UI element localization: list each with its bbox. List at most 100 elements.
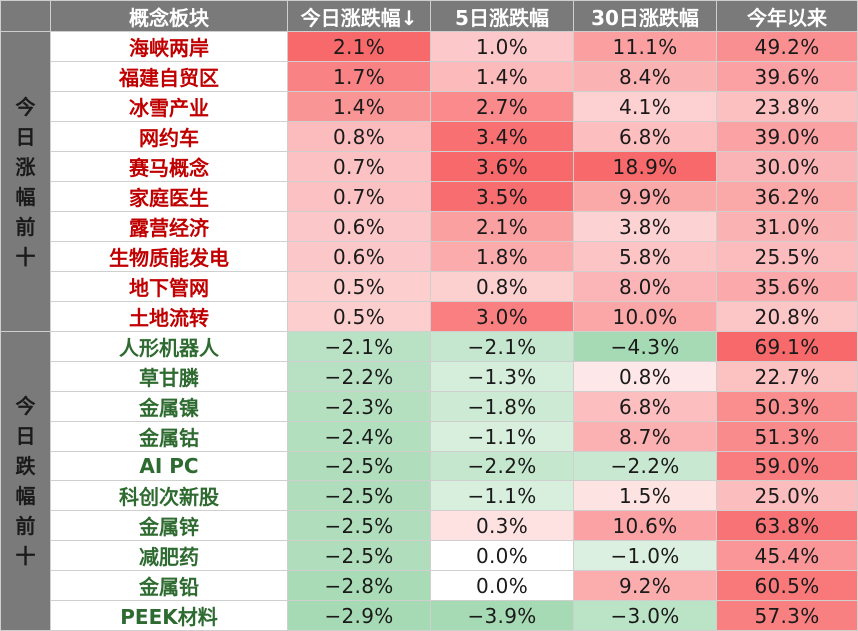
sector-name-cell[interactable]: 土地流转 <box>50 301 288 332</box>
30d-change-cell: 8.4% <box>573 61 717 92</box>
today-change-cell: 0.8% <box>287 121 431 152</box>
5d-change-cell: 3.0% <box>430 301 574 332</box>
today-change-cell: 2.1% <box>287 31 431 62</box>
today-change-cell: 0.6% <box>287 241 431 272</box>
today-change-cell: −2.9% <box>287 600 431 631</box>
30d-change-cell: 0.8% <box>573 361 717 392</box>
today-change-cell: 0.5% <box>287 301 431 332</box>
table-row[interactable]: 金属锌 −2.5% 0.3% 10.6% 63.8% <box>1 510 858 541</box>
table-row[interactable]: 地下管网 0.5% 0.8% 8.0% 35.6% <box>1 271 858 302</box>
table-row[interactable]: 今日跌幅前十 人形机器人 −2.1% −2.1% −4.3% 69.1% <box>0 331 858 631</box>
30d-change-cell: 3.8% <box>573 211 717 242</box>
sector-name-cell[interactable]: 金属镍 <box>50 391 288 422</box>
today-change-cell: −2.8% <box>287 570 431 601</box>
sector-name-cell[interactable]: 人形机器人 <box>50 331 288 362</box>
30d-change-cell: −4.3% <box>573 331 717 362</box>
sector-name-cell[interactable]: 减肥药 <box>50 540 288 571</box>
5d-change-cell: 1.4% <box>430 61 574 92</box>
5d-change-cell: 0.0% <box>430 540 574 571</box>
table-row[interactable]: 家庭医生 0.7% 3.5% 9.9% 36.2% <box>1 181 858 212</box>
sector-name-cell[interactable]: 冰雪产业 <box>50 91 288 122</box>
sector-name-cell[interactable]: 草甘膦 <box>50 361 288 392</box>
table-row[interactable]: 福建自贸区 1.7% 1.4% 8.4% 39.6% <box>1 61 858 92</box>
ytd-change-cell: 63.8% <box>716 510 858 541</box>
5d-change-cell: 0.0% <box>430 570 574 601</box>
table-row[interactable]: 露营经济 0.6% 2.1% 3.8% 31.0% <box>1 211 858 242</box>
today-change-cell: −2.4% <box>287 421 431 452</box>
5d-change-cell: −1.8% <box>430 391 574 422</box>
today-change-cell: −2.5% <box>287 540 431 571</box>
header-sector[interactable]: 概念板块 <box>50 0 288 32</box>
header-today-change[interactable]: 今日涨跌幅↓ <box>287 0 431 32</box>
5d-change-cell: −2.2% <box>430 451 574 481</box>
5d-change-cell: 3.4% <box>430 121 574 152</box>
table-row[interactable]: 冰雪产业 1.4% 2.7% 4.1% 23.8% <box>1 91 858 122</box>
ytd-change-cell: 25.0% <box>716 480 858 511</box>
table-row[interactable]: 赛马概念 0.7% 3.6% 18.9% 30.0% <box>1 151 858 182</box>
header-row: 概念板块 今日涨跌幅↓ 5日涨跌幅 30日涨跌幅 今年以来 <box>0 0 858 32</box>
30d-change-cell: 6.8% <box>573 121 717 152</box>
today-change-cell: −2.3% <box>287 391 431 422</box>
sector-name-cell[interactable]: 金属铅 <box>50 570 288 601</box>
header-30d-change[interactable]: 30日涨跌幅 <box>573 0 717 32</box>
table-row[interactable]: 金属镍 −2.3% −1.8% 6.8% 50.3% <box>1 391 858 422</box>
5d-change-cell: −3.9% <box>430 600 574 631</box>
table-row[interactable]: 金属钴 −2.4% −1.1% 8.7% 51.3% <box>1 421 858 452</box>
header-ytd-change[interactable]: 今年以来 <box>716 0 858 32</box>
today-change-cell: 0.5% <box>287 271 431 302</box>
ytd-change-cell: 39.0% <box>716 121 858 152</box>
30d-change-cell: 9.9% <box>573 181 717 212</box>
table-row[interactable]: 今日涨幅前十 海峡两岸 2.1% 1.0% 11.1% 49.2% <box>0 31 858 332</box>
sector-name-cell[interactable]: AI PC <box>50 451 288 481</box>
table-row[interactable]: PEEK材料 −2.9% −3.9% −3.0% 57.3% <box>1 600 858 631</box>
today-change-cell: 0.7% <box>287 181 431 212</box>
sector-name-cell[interactable]: 家庭医生 <box>50 181 288 212</box>
30d-change-cell: 11.1% <box>573 31 717 62</box>
sector-name-cell[interactable]: 福建自贸区 <box>50 61 288 92</box>
sector-name-cell[interactable]: 金属锌 <box>50 510 288 541</box>
sector-name-cell[interactable]: 网约车 <box>50 121 288 152</box>
ytd-change-cell: 50.3% <box>716 391 858 422</box>
table-row[interactable]: 生物质能发电 0.6% 1.8% 5.8% 25.5% <box>1 241 858 272</box>
ytd-change-cell: 31.0% <box>716 211 858 242</box>
sector-name-cell[interactable]: 金属钴 <box>50 421 288 452</box>
sector-name-cell[interactable]: 露营经济 <box>50 211 288 242</box>
sector-name-cell[interactable]: 科创次新股 <box>50 480 288 511</box>
header-5d-change[interactable]: 5日涨跌幅 <box>430 0 574 32</box>
table-row[interactable]: 草甘膦 −2.2% −1.3% 0.8% 22.7% <box>1 361 858 392</box>
table-row[interactable]: 金属铅 −2.8% 0.0% 9.2% 60.5% <box>1 570 858 601</box>
30d-change-cell: 5.8% <box>573 241 717 272</box>
ytd-change-cell: 23.8% <box>716 91 858 122</box>
table-row[interactable]: 网约车 0.8% 3.4% 6.8% 39.0% <box>1 121 858 152</box>
today-change-cell: −2.5% <box>287 480 431 511</box>
30d-change-cell: 6.8% <box>573 391 717 422</box>
today-change-cell: −2.5% <box>287 451 431 481</box>
30d-change-cell: −2.2% <box>573 451 717 481</box>
today-change-cell: −2.2% <box>287 361 431 392</box>
today-change-cell: 0.6% <box>287 211 431 242</box>
group-label-text: 今日跌幅前十 <box>15 394 36 568</box>
5d-change-cell: 3.5% <box>430 181 574 212</box>
table-row[interactable]: 减肥药 −2.5% 0.0% −1.0% 45.4% <box>1 540 858 571</box>
today-change-cell: 1.4% <box>287 91 431 122</box>
5d-change-cell: 3.6% <box>430 151 574 182</box>
30d-change-cell: 8.7% <box>573 421 717 452</box>
ytd-change-cell: 35.6% <box>716 271 858 302</box>
sector-name-cell[interactable]: 地下管网 <box>50 271 288 302</box>
table-row[interactable]: AI PC −2.5% −2.2% −2.2% 59.0% <box>1 451 858 481</box>
5d-change-cell: 1.0% <box>430 31 574 62</box>
ytd-change-cell: 30.0% <box>716 151 858 182</box>
sector-name-cell[interactable]: 赛马概念 <box>50 151 288 182</box>
sector-name-cell[interactable]: 生物质能发电 <box>50 241 288 272</box>
30d-change-cell: −1.0% <box>573 540 717 571</box>
5d-change-cell: 0.3% <box>430 510 574 541</box>
table-row[interactable]: 科创次新股 −2.5% −1.1% 1.5% 25.0% <box>1 480 858 511</box>
table-row[interactable]: 土地流转 0.5% 3.0% 10.0% 20.8% <box>1 301 858 332</box>
sector-name-cell[interactable]: 海峡两岸 <box>50 31 288 62</box>
today-change-cell: 0.7% <box>287 151 431 182</box>
30d-change-cell: 9.2% <box>573 570 717 601</box>
5d-change-cell: −1.1% <box>430 421 574 452</box>
sector-name-cell[interactable]: PEEK材料 <box>50 600 288 631</box>
5d-change-cell: 1.8% <box>430 241 574 272</box>
30d-change-cell: 8.0% <box>573 271 717 302</box>
